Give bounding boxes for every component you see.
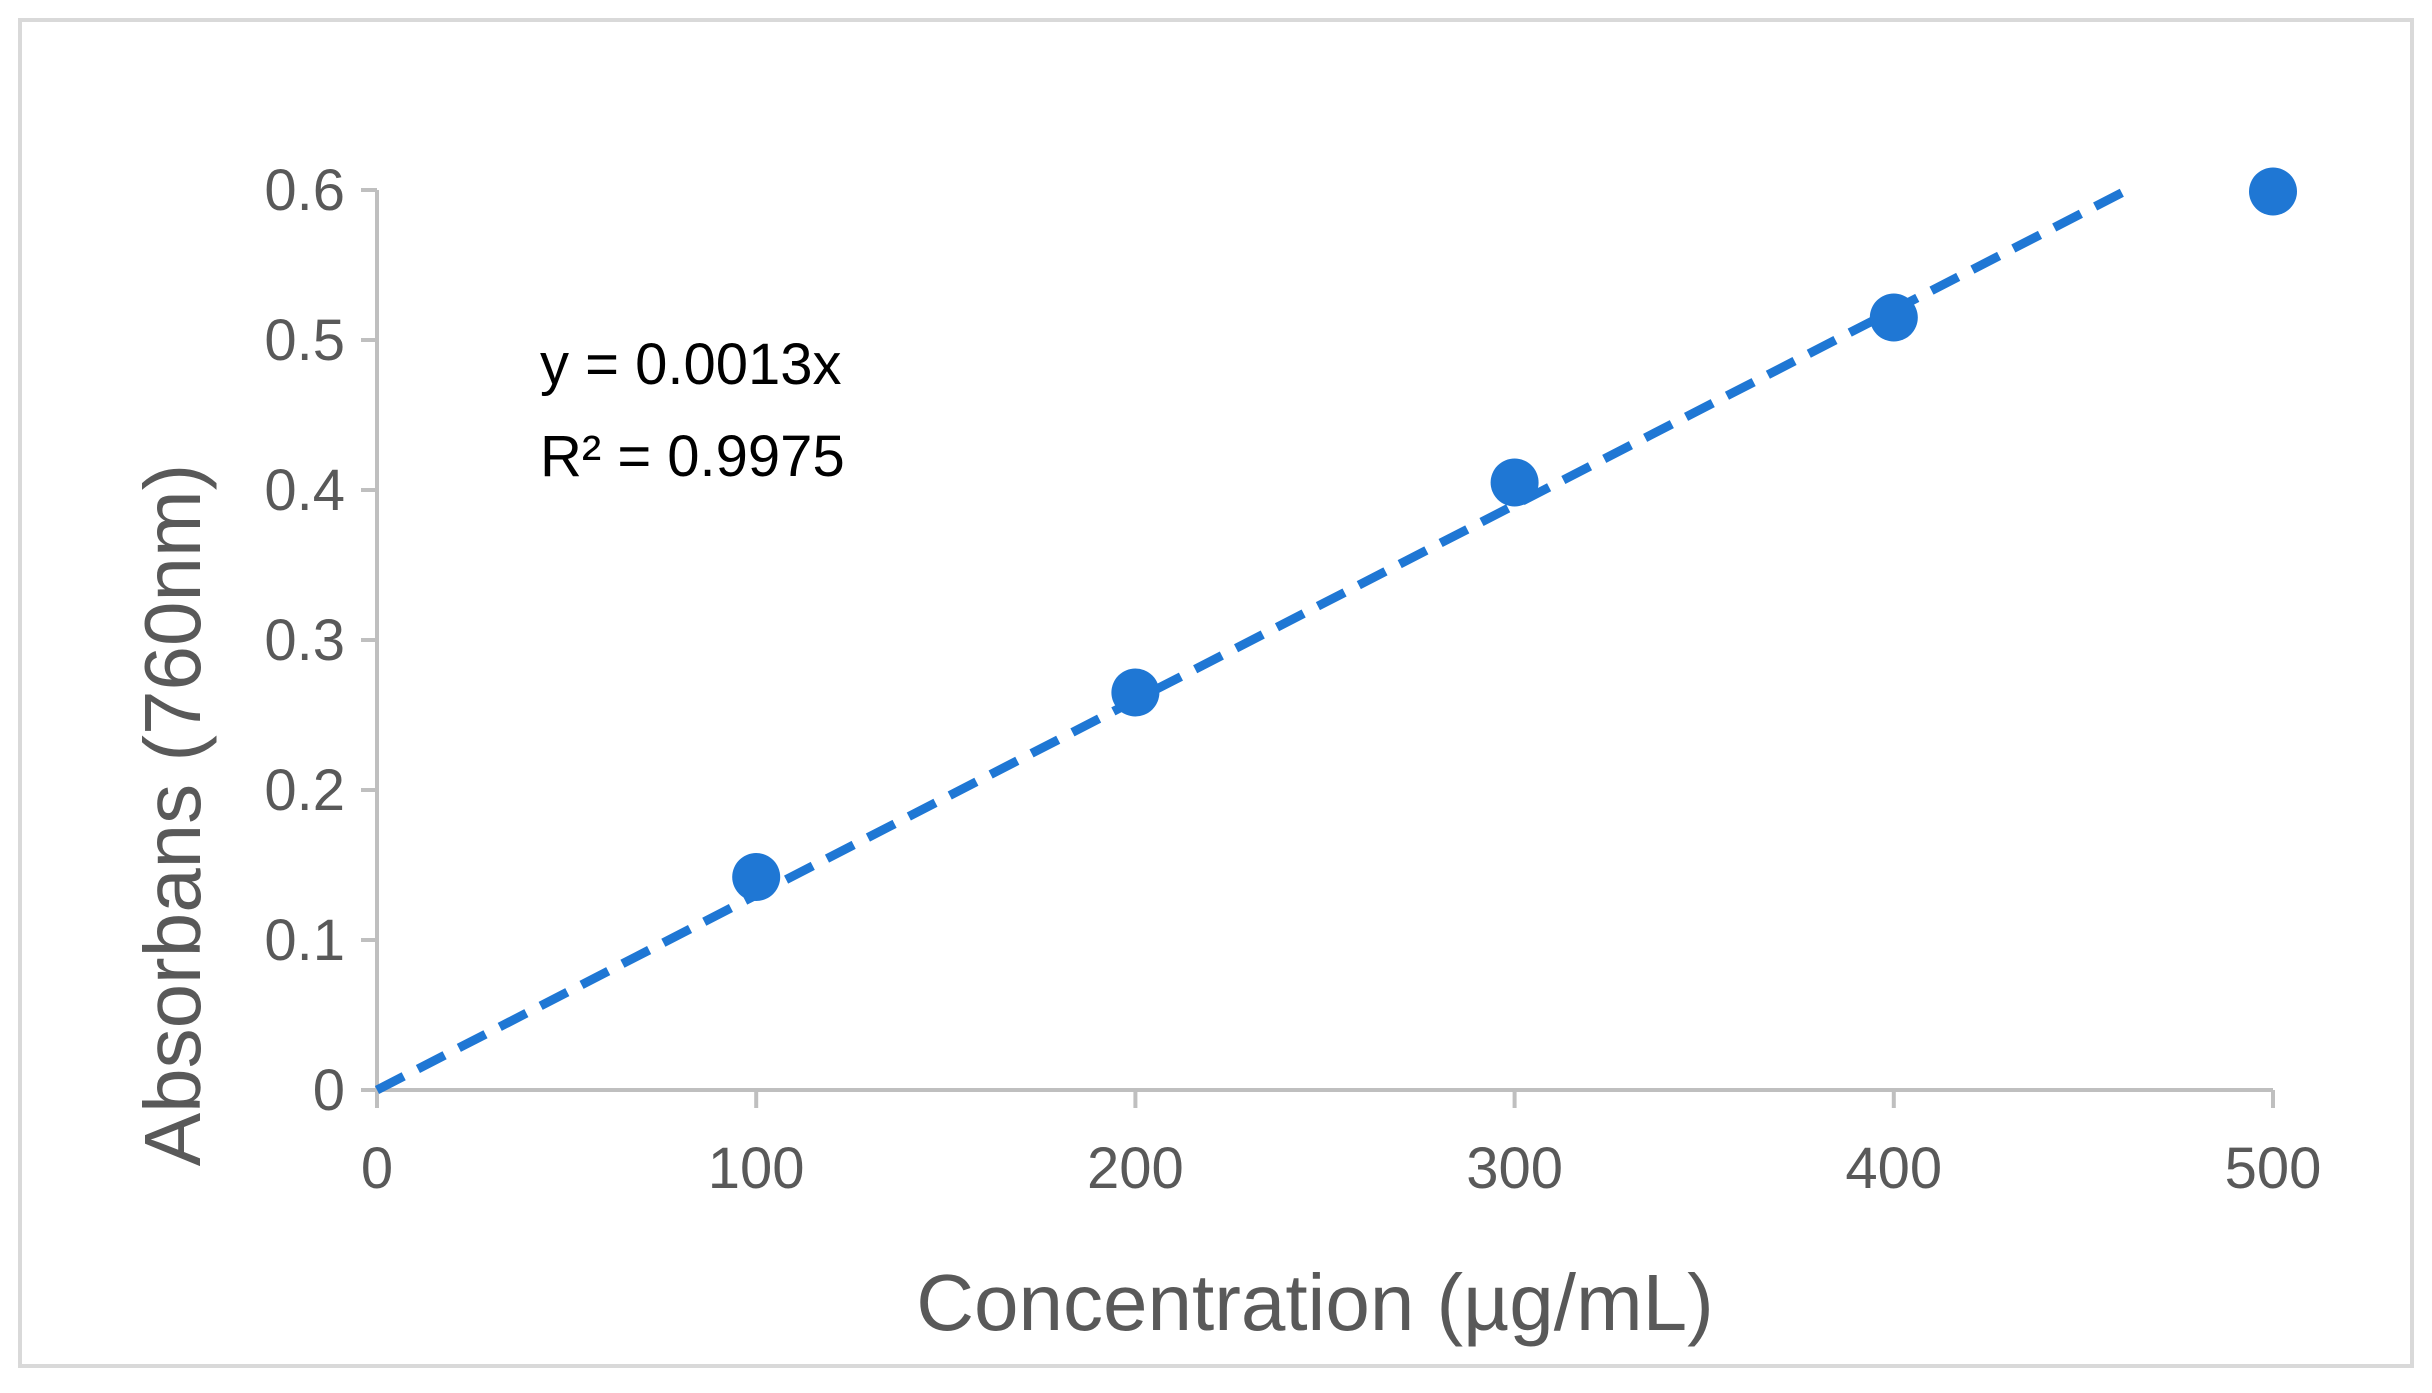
y-tick-label: 0.6: [264, 158, 345, 223]
axes: [361, 188, 2275, 1108]
x-axis-title: Concentration (µg/mL): [916, 1258, 1714, 1347]
data-point: [732, 853, 781, 901]
x-tick-label: 200: [1087, 1136, 1184, 1201]
x-tick-label: 100: [708, 1136, 805, 1201]
trendline-r-squared: R² = 0.9975: [540, 424, 845, 489]
y-tick-label: 0.5: [264, 308, 345, 373]
y-tick-label: 0.4: [264, 458, 345, 523]
data-point: [2249, 167, 2297, 216]
data-point: [1869, 293, 1918, 342]
y-tick-label: 0: [313, 1058, 345, 1123]
y-tick-label: 0.1: [264, 908, 345, 973]
y-tick-label: 0.3: [264, 608, 345, 673]
y-tick-label: 0.2: [264, 758, 345, 823]
x-tick-label: 400: [1845, 1136, 1942, 1201]
data-point: [1490, 458, 1539, 507]
linear-trendline: [374, 185, 2130, 1095]
trendline-equation: y = 0.0013x: [540, 332, 842, 397]
tick-labels: 0 0.1 0.2 0.3 0.4 0.5 0.6 0 100 200 300 400 500: [264, 158, 2321, 1201]
y-axis-title: Absorbans (760nm): [128, 464, 217, 1167]
x-tick-label: 500: [2225, 1136, 2322, 1201]
trendline-layer: [374, 185, 2130, 1095]
x-tick-label: 300: [1466, 1136, 1563, 1201]
x-tick-label: 0: [361, 1136, 393, 1201]
data-points: [732, 167, 2297, 901]
data-point: [1111, 668, 1160, 717]
